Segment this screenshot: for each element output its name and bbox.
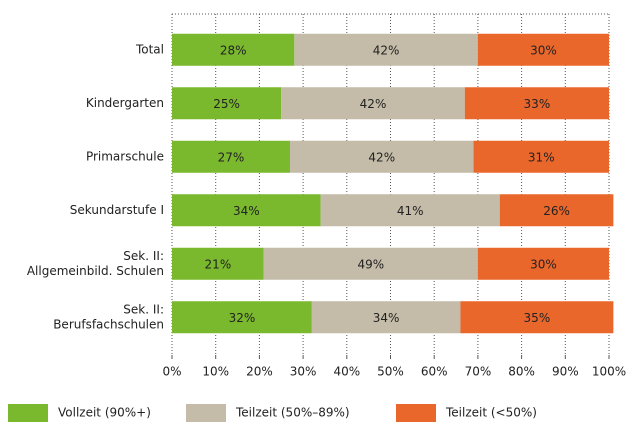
x-tick-label: 60%	[421, 365, 448, 379]
data-label: 34%	[373, 311, 400, 325]
data-label: 42%	[373, 43, 400, 57]
bar-segment	[172, 87, 282, 120]
data-label: 30%	[530, 43, 557, 57]
y-tick-label: Total	[135, 42, 164, 56]
y-tick-label: Sek. II:	[123, 249, 164, 263]
data-label: 41%	[397, 204, 424, 218]
bar-segment	[464, 87, 609, 120]
legend-label: Teilzeit (50%–89%)	[235, 406, 350, 420]
bar-segment	[172, 33, 295, 66]
x-tick-label: 10%	[202, 365, 229, 379]
y-tick-label: Sekundarstufe I	[70, 203, 164, 217]
x-tick-label: 70%	[465, 365, 492, 379]
bar-segment	[172, 140, 290, 173]
data-label: 42%	[368, 150, 395, 164]
y-tick-label: Berufsfachschulen	[53, 317, 164, 331]
bar-segment	[294, 33, 478, 66]
x-tick-label: 80%	[508, 365, 535, 379]
data-label: 28%	[220, 43, 247, 57]
legend-swatch	[396, 404, 436, 422]
x-tick-label: 100%	[592, 365, 626, 379]
data-label: 42%	[360, 97, 387, 111]
bar-segment	[311, 301, 461, 334]
bar-segment	[172, 247, 264, 280]
bar-segment	[263, 247, 478, 280]
data-label: 21%	[205, 257, 232, 271]
bar-segment	[499, 194, 614, 227]
x-tick-label: 30%	[290, 365, 317, 379]
data-label: 34%	[233, 204, 260, 218]
data-label: 25%	[213, 97, 240, 111]
x-tick-label: 50%	[377, 365, 404, 379]
legend-swatch	[8, 404, 48, 422]
data-label: 49%	[357, 257, 384, 271]
data-label: 30%	[530, 257, 557, 271]
data-label: 35%	[524, 311, 551, 325]
y-tick-label: Primarschule	[86, 149, 164, 163]
y-tick-label: Sek. II:	[123, 302, 164, 316]
data-label: 33%	[524, 97, 551, 111]
x-tick-label: 90%	[552, 365, 579, 379]
bar-segment	[477, 247, 609, 280]
bar-segment	[320, 194, 500, 227]
bar-segment	[477, 33, 609, 66]
y-tick-label: Allgemeinbild. Schulen	[27, 264, 164, 278]
legend-swatch	[186, 404, 226, 422]
bar-segment	[289, 140, 474, 173]
x-tick-label: 40%	[333, 365, 360, 379]
bar-segment	[460, 301, 614, 334]
x-tick-label: 20%	[246, 365, 273, 379]
y-tick-label: Kindergarten	[86, 96, 164, 110]
legend-label: Vollzeit (90%+)	[58, 406, 151, 420]
data-label: 32%	[229, 311, 256, 325]
legend-label: Teilzeit (<50%)	[445, 406, 537, 420]
data-label: 27%	[218, 150, 245, 164]
bar-segment	[172, 301, 312, 334]
bar-segment	[473, 140, 609, 173]
data-label: 26%	[543, 204, 570, 218]
bar-segment	[172, 194, 321, 227]
data-label: 31%	[528, 150, 555, 164]
bar-segment	[281, 87, 465, 120]
x-tick-label: 0%	[162, 365, 181, 379]
